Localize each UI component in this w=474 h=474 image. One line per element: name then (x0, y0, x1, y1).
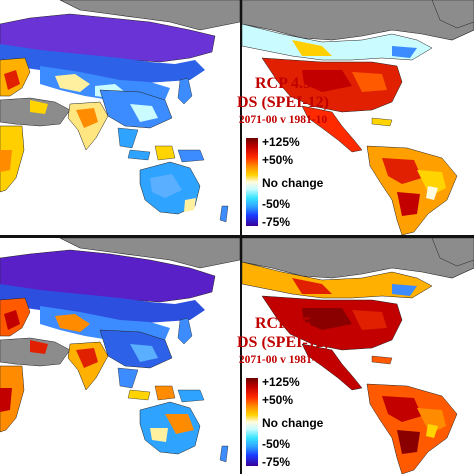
map-western-hemisphere-rcp45 (242, 0, 474, 235)
colorbar-label-mid: No change (262, 176, 324, 190)
index-label: DS (SPEI-12) (236, 334, 329, 351)
colorbar-label-high: +50% (262, 153, 294, 167)
index-label: DS (SPEI-12) (236, 94, 329, 111)
map-eastern-hemisphere-rcp85 (0, 238, 240, 474)
eastern-hemisphere-map (0, 238, 240, 463)
colorbar (246, 138, 258, 226)
period-label: 2071-00 v 1981-10 (238, 114, 328, 126)
colorbar-label-low: -50% (262, 197, 291, 211)
colorbar-label-high: +50% (262, 393, 294, 407)
colorbar-label-low: -50% (262, 437, 291, 451)
period-label: 2071-00 v 1981-10 (238, 354, 328, 366)
scenario-label: RCP 8.5 (255, 315, 311, 332)
colorbar (246, 378, 258, 466)
horizontal-divider (0, 235, 474, 238)
colorbar-label-max: +125% (262, 135, 300, 149)
map-western-hemisphere-rcp85 (242, 238, 474, 474)
western-hemisphere-map (242, 0, 474, 235)
colorbar-label-min: -75% (262, 455, 291, 469)
eastern-hemisphere-map (0, 0, 240, 223)
colorbar-label-mid: No change (262, 416, 324, 430)
scenario-label: RCP 4.5 (255, 75, 311, 92)
colorbar-label-min: -75% (262, 215, 291, 229)
legend-rcp45: RCP 4.5 DS (SPEI-12) 2071-00 v 1981-10 +… (232, 74, 334, 234)
map-eastern-hemisphere-rcp45 (0, 0, 240, 235)
western-hemisphere-map (242, 238, 474, 474)
legend-rcp85: RCP 8.5 DS (SPEI-12) 2071-00 v 1981-10 +… (232, 314, 334, 474)
colorbar-label-max: +125% (262, 375, 300, 389)
